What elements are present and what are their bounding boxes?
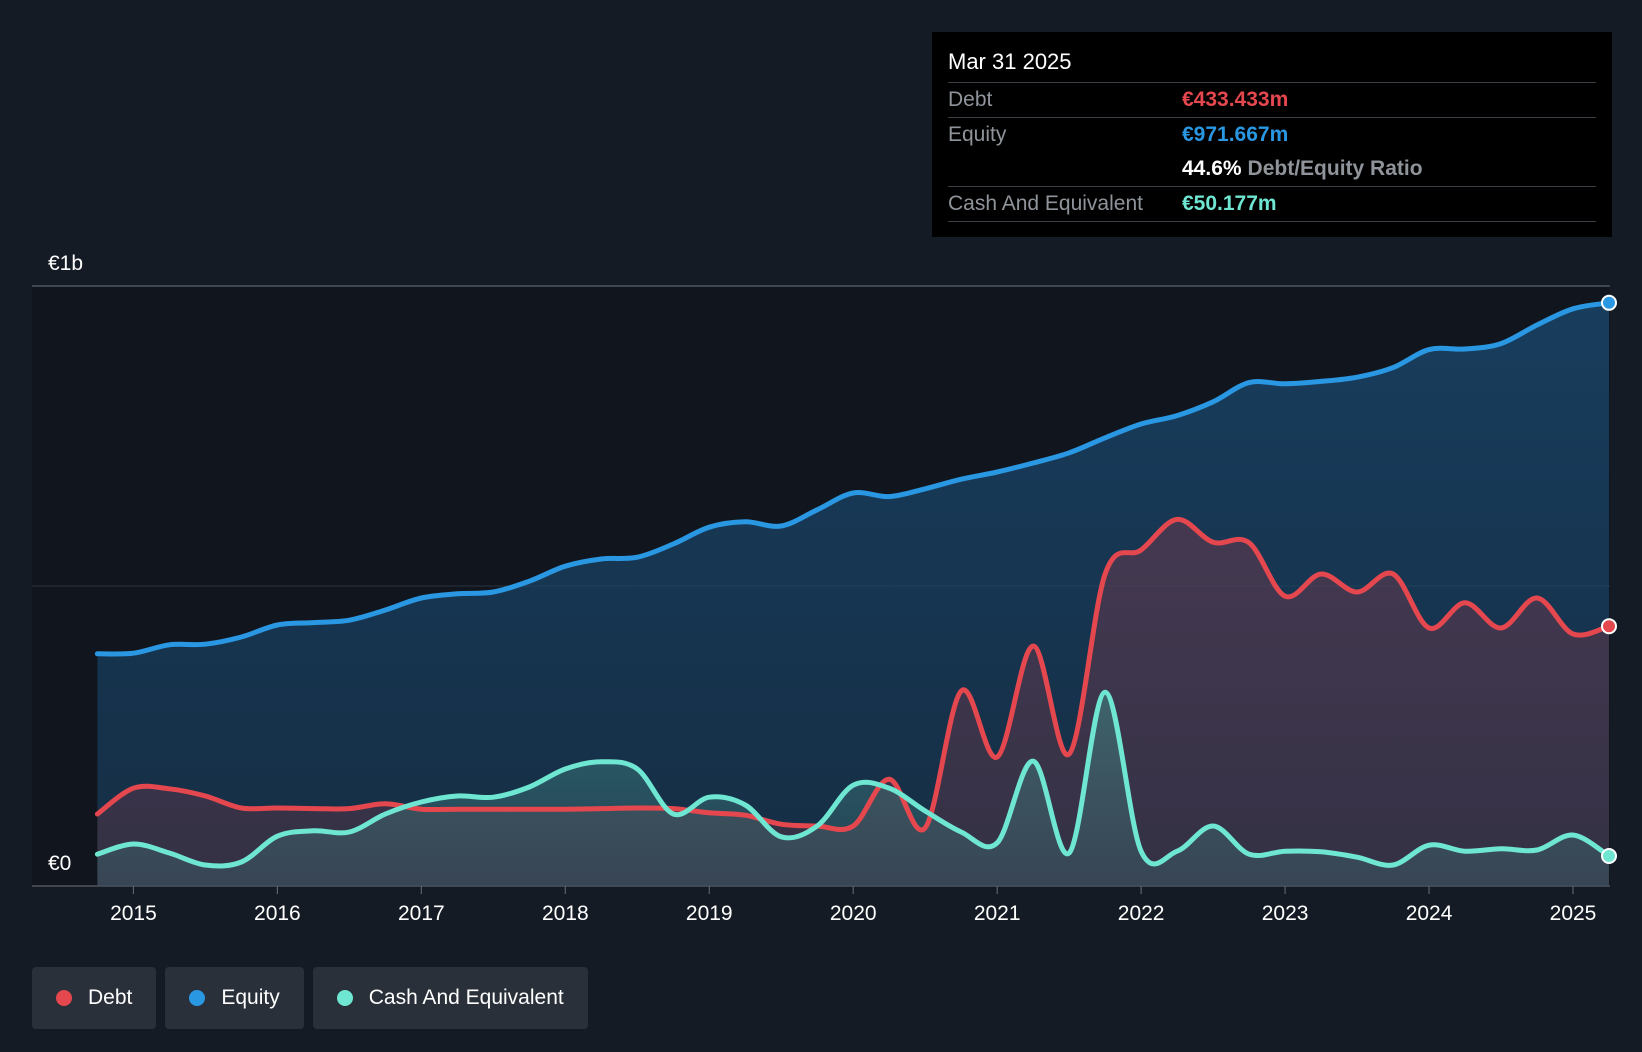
cash-dot-icon xyxy=(336,990,353,1006)
tooltip: Mar 31 2025 Debt €433.433m Equity €971.6… xyxy=(932,32,1612,237)
series-areas xyxy=(97,302,1609,886)
tooltip-debt-value: €433.433m xyxy=(1182,88,1289,111)
x-tick-label: 2020 xyxy=(830,902,877,925)
legend-item-cash[interactable]: Cash And Equivalent xyxy=(312,967,588,1029)
tooltip-cash-row: Cash And Equivalent €50.177m xyxy=(948,187,1596,222)
debt-endpoint-marker[interactable] xyxy=(1601,618,1617,635)
x-tick-label: 2023 xyxy=(1262,902,1309,925)
tooltip-ratio-row: 44.6% Debt/Equity Ratio xyxy=(948,152,1596,187)
tooltip-equity-row: Equity €971.667m xyxy=(948,118,1596,152)
legend-cash-label: Cash And Equivalent xyxy=(368,986,564,1009)
tooltip-equity-label: Equity xyxy=(948,123,1007,146)
x-tick-label: 2019 xyxy=(686,902,733,925)
tooltip-debt-row: Debt €433.433m xyxy=(948,83,1596,118)
cash-area xyxy=(97,692,1609,886)
series-lines xyxy=(94,300,1612,869)
tooltip-ratio-spacer xyxy=(948,152,1182,186)
x-tick-label: 2025 xyxy=(1550,902,1597,925)
tooltip-cash-label: Cash And Equivalent xyxy=(948,192,1143,215)
x-tick-label: 2016 xyxy=(254,902,301,925)
x-tick-label: 2015 xyxy=(110,902,157,925)
tooltip-ratio-value: 44.6% xyxy=(1182,157,1242,180)
tooltip-ratio-label: Debt/Equity Ratio xyxy=(1247,157,1423,180)
y-tick-label-top: €1b xyxy=(48,252,83,275)
equity-dot-icon xyxy=(189,990,206,1006)
x-tick-label: 2018 xyxy=(542,902,589,925)
tooltip-equity-value: €971.667m xyxy=(1182,123,1289,146)
x-axis: 2015 2016 2017 2018 2019 2020 2021 2022 2023 2024… xyxy=(110,886,1596,925)
legend-item-debt[interactable]: Debt xyxy=(32,967,157,1029)
legend-debt-label: Debt xyxy=(88,986,133,1009)
debt-line xyxy=(94,516,1612,833)
y-axis: €1b €0 xyxy=(48,252,83,875)
x-tick-label: 2017 xyxy=(398,902,445,925)
debt-dot-icon xyxy=(56,990,72,1006)
cash-endpoint-marker[interactable] xyxy=(1601,848,1617,864)
x-tick-label: 2021 xyxy=(974,902,1021,925)
series-endpoints xyxy=(1601,294,1617,864)
tooltip-cash-value: €50.177m xyxy=(1182,192,1277,215)
debt-area xyxy=(97,519,1609,886)
x-tick-label: 2022 xyxy=(1118,902,1165,925)
x-tick-label: 2024 xyxy=(1406,902,1453,925)
equity-endpoint-marker[interactable] xyxy=(1601,294,1617,311)
legend: Debt Equity Cash And Equivalent xyxy=(32,967,597,1029)
tooltip-date: Mar 31 2025 xyxy=(948,46,1596,83)
legend-item-equity[interactable]: Equity xyxy=(165,967,304,1029)
equity-line xyxy=(94,300,1612,657)
y-tick-label-zero: €0 xyxy=(48,852,71,875)
cash-line xyxy=(94,689,1612,869)
legend-equity-label: Equity xyxy=(221,986,280,1009)
tooltip-debt-label: Debt xyxy=(948,88,993,111)
